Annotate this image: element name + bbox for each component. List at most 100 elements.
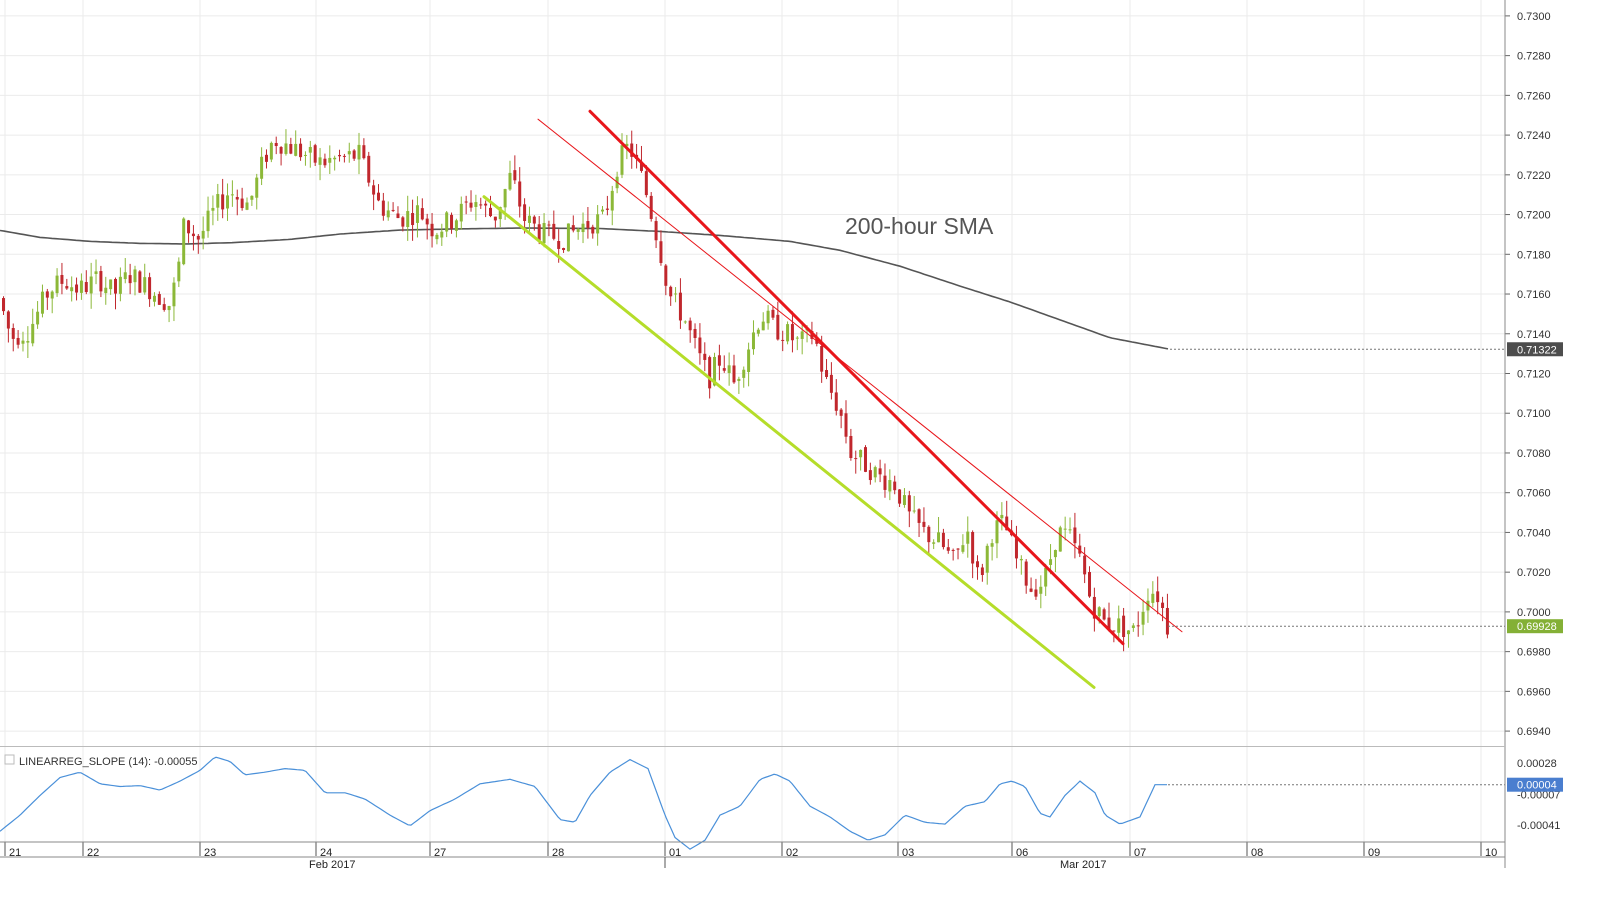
candle-body xyxy=(630,143,634,157)
indicator-value-label: 0.00004 xyxy=(1517,780,1557,792)
candle-body xyxy=(26,341,30,343)
candlestick xyxy=(347,142,351,163)
candle-body xyxy=(557,241,561,249)
candlestick xyxy=(508,160,512,191)
candlestick xyxy=(308,140,312,168)
candle-body xyxy=(605,208,609,210)
candle-body xyxy=(352,150,356,159)
candlestick xyxy=(55,268,59,297)
candle-body xyxy=(342,155,346,157)
candle-body xyxy=(756,329,760,334)
candle-body xyxy=(381,200,385,216)
candlestick xyxy=(11,323,15,352)
candle-body xyxy=(625,143,629,147)
candlestick xyxy=(654,216,658,249)
candlestick xyxy=(70,276,74,302)
candle-body xyxy=(1112,630,1116,632)
candlestick xyxy=(235,189,239,216)
candlestick xyxy=(912,495,916,514)
candle-body xyxy=(898,489,902,504)
candlestick xyxy=(245,197,249,211)
candle-body xyxy=(1058,527,1062,552)
candle-body xyxy=(966,531,970,544)
candlestick xyxy=(75,277,79,301)
candlestick xyxy=(1019,555,1023,575)
candle-body xyxy=(527,215,531,223)
candlestick xyxy=(800,321,804,355)
candle-body xyxy=(469,202,473,208)
candlestick xyxy=(610,185,614,226)
candlestick xyxy=(294,130,298,157)
candlestick xyxy=(269,141,273,163)
candlestick xyxy=(1136,611,1140,637)
x-tick-label: 09 xyxy=(1368,847,1380,859)
candlestick xyxy=(191,225,195,251)
y-tick-label: 0.7080 xyxy=(1517,448,1551,460)
candle-body xyxy=(542,222,546,244)
candle-body xyxy=(868,470,872,481)
candle-body xyxy=(1005,516,1009,531)
candle-body xyxy=(761,321,765,331)
candlestick xyxy=(84,270,88,295)
candlestick xyxy=(591,224,595,239)
candlestick xyxy=(639,145,643,173)
candle-body xyxy=(318,157,322,165)
candlestick xyxy=(761,312,765,331)
candlestick xyxy=(133,265,137,296)
indicator-title: LINEARREG_SLOPE (14): -0.00055 xyxy=(19,756,198,768)
candlestick xyxy=(196,233,200,254)
candle-body xyxy=(815,336,819,344)
candlestick xyxy=(274,136,278,155)
candlestick xyxy=(898,489,902,507)
candle-body xyxy=(980,567,984,575)
candle-body xyxy=(1165,607,1169,635)
candlestick xyxy=(751,320,755,355)
candlestick xyxy=(1165,593,1169,639)
candle-body xyxy=(659,241,663,263)
candle-body xyxy=(99,271,103,292)
candlestick xyxy=(985,543,989,585)
candle-body xyxy=(1117,618,1121,633)
candle-body xyxy=(84,282,88,293)
candlestick xyxy=(206,196,210,238)
candlestick xyxy=(742,366,746,388)
candle-body xyxy=(1034,589,1038,597)
candle-body xyxy=(1083,555,1087,575)
candlestick xyxy=(1014,525,1018,569)
candle-body xyxy=(479,204,483,206)
candle-body xyxy=(60,275,64,284)
candle-body xyxy=(678,292,682,321)
candle-body xyxy=(854,458,858,460)
candlestick xyxy=(201,216,205,250)
candle-body xyxy=(299,143,303,158)
candlestick xyxy=(786,321,790,345)
candlestick xyxy=(1092,587,1096,632)
candlestick xyxy=(1058,525,1062,552)
candlestick xyxy=(1073,512,1077,559)
candlestick xyxy=(172,277,176,322)
candle-body xyxy=(610,190,614,211)
candle-body xyxy=(303,154,307,156)
candle-body xyxy=(591,226,595,234)
candlestick xyxy=(430,212,434,248)
candle-body xyxy=(888,480,892,492)
candlestick xyxy=(289,137,293,155)
candle-body xyxy=(1146,600,1150,611)
candlestick xyxy=(781,330,785,352)
candle-body xyxy=(450,214,454,229)
candle-body xyxy=(873,467,877,478)
candlestick xyxy=(868,462,872,485)
candlestick xyxy=(128,263,132,295)
candle-body xyxy=(576,229,580,232)
candlestick xyxy=(31,308,35,347)
candlestick xyxy=(94,259,98,285)
candlestick xyxy=(747,342,751,387)
candle-body xyxy=(75,284,79,293)
candlestick xyxy=(396,206,400,219)
x-tick-label: 07 xyxy=(1134,847,1146,859)
candlestick xyxy=(1053,549,1057,572)
candlestick xyxy=(956,548,960,560)
candlestick xyxy=(328,145,332,175)
candlestick xyxy=(581,212,585,244)
